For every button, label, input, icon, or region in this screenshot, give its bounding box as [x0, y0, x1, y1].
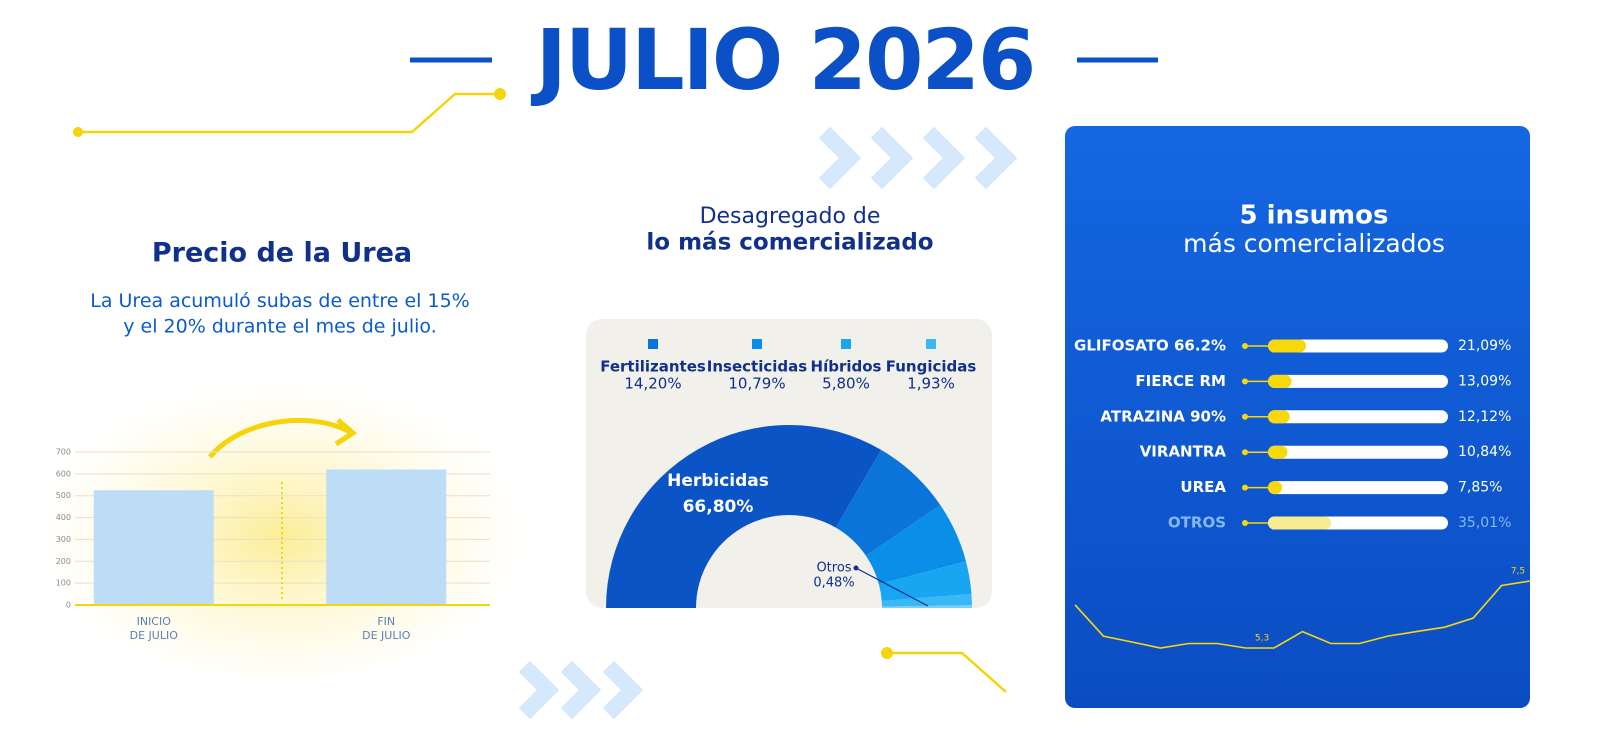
track [1268, 481, 1448, 495]
point-label: 5,3 [1255, 634, 1269, 644]
progress-bar [1268, 516, 1332, 530]
track [1268, 445, 1448, 459]
segment-value: 66,80% [683, 497, 754, 517]
connector-dot [1242, 413, 1248, 420]
track [1268, 339, 1448, 353]
legend-swatch [648, 339, 658, 349]
legend-swatch [752, 339, 762, 349]
chart-title: 5 insumos [1240, 201, 1389, 231]
y-tick-label: 700 [56, 448, 71, 457]
y-tick-label: 300 [56, 535, 71, 544]
progress-bar [1268, 374, 1292, 388]
progress-bar [1268, 481, 1283, 495]
donut-segment [606, 424, 882, 608]
y-tick-label: 500 [56, 491, 71, 500]
donut [606, 424, 972, 608]
connector-dot [1242, 520, 1248, 526]
callout-label: Otros [816, 561, 851, 576]
value-label: 12,12% [1458, 409, 1511, 425]
point-label: 7,5 [1511, 567, 1525, 577]
value-label: 35,01% [1458, 515, 1511, 531]
chart-subtitle: más comercializados [1183, 229, 1445, 258]
legend-swatch [841, 339, 851, 349]
arrow-head [334, 418, 358, 447]
progress-bar [1268, 339, 1306, 353]
value-label: 10,84% [1458, 444, 1511, 460]
donut-segment [881, 594, 972, 607]
bar [326, 469, 447, 605]
page-title: JULIO 2026 [531, 11, 1035, 109]
connector-dot [1242, 343, 1248, 349]
connector-dot [1242, 449, 1248, 456]
donut-segment [865, 505, 966, 585]
donut-segment [835, 449, 941, 556]
legend-label: Fertilizantes [600, 358, 706, 376]
chart-subtitle: lo más comercializado [646, 230, 933, 256]
y-tick-label: 100 [56, 579, 71, 588]
callout-line [855, 567, 929, 607]
legend-label: Insecticidas [707, 358, 807, 376]
legend-value: 10,79% [728, 375, 785, 393]
x-tick-label: INICIO DE JULIO [130, 615, 179, 642]
segment-label: Herbicidas [667, 471, 769, 491]
row-label: GLIFOSATO 66.2% [1074, 337, 1226, 355]
progress-bar [1268, 445, 1288, 459]
chart-title: Precio de la Urea [152, 238, 412, 269]
row-label: FIERCE RM [1135, 372, 1226, 390]
connector-dot [1242, 484, 1248, 491]
y-tick-label: 600 [56, 469, 71, 478]
progress-bar [1268, 410, 1290, 424]
donut-segment [878, 561, 972, 601]
track [1268, 374, 1448, 388]
chart-title: Desagregado de [700, 204, 881, 229]
callout-value: 0,48% [813, 576, 854, 591]
chart-subtitle: La Urea acumuló subas de entre el 15% y e… [90, 290, 469, 338]
legend-label: Fungicidas [886, 358, 977, 376]
legend-swatch [926, 339, 936, 349]
row-label: OTROS [1168, 514, 1226, 532]
line [1074, 580, 1531, 649]
value-label: 13,09% [1458, 373, 1511, 389]
arrow [208, 418, 352, 459]
y-tick-label: 0 [66, 601, 71, 610]
bar [93, 490, 214, 605]
y-tick-label: 400 [56, 513, 71, 522]
value-label: 21,09% [1458, 338, 1511, 354]
row-label: VIRANTRA [1140, 443, 1227, 461]
donut-segment [881, 605, 972, 608]
decoration [73, 57, 1158, 720]
y-tick-label: 200 [56, 557, 71, 566]
legend-value: 5,80% [822, 375, 870, 393]
row-label: UREA [1180, 478, 1226, 496]
track [1268, 410, 1448, 424]
x-tick-label: FIN DE JULIO [362, 615, 411, 642]
legend-label: Híbridos [811, 358, 882, 376]
row-label: ATRAZINA 90% [1100, 407, 1226, 425]
legend-value: 14,20% [624, 375, 681, 393]
callout-dot [853, 565, 859, 571]
legend-value: 1,93% [907, 375, 955, 393]
value-label: 7,85% [1458, 480, 1502, 496]
connector-dot [1242, 378, 1248, 385]
